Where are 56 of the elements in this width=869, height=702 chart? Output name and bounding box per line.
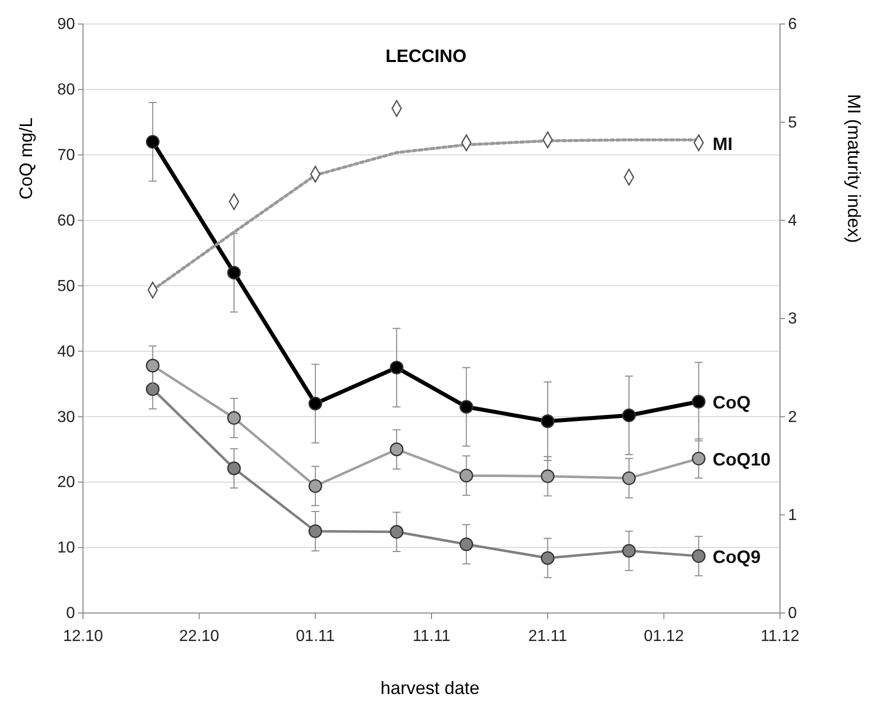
point bbox=[390, 442, 404, 456]
y2-tick-label: 6 bbox=[788, 16, 797, 34]
point bbox=[146, 134, 160, 149]
point bbox=[227, 411, 241, 425]
y2-tick-label: 3 bbox=[788, 310, 797, 328]
y-tick-label: 50 bbox=[57, 278, 76, 295]
point bbox=[622, 408, 636, 422]
y-tick-label: 30 bbox=[57, 408, 76, 426]
y-tick-label: 0 bbox=[66, 605, 76, 622]
series-label: CoQ10 bbox=[712, 450, 771, 470]
y-tick-label: 40 bbox=[57, 343, 76, 360]
x-tick-label: 01.12 bbox=[644, 628, 684, 646]
point bbox=[390, 360, 404, 374]
point bbox=[540, 469, 554, 484]
point bbox=[622, 544, 636, 558]
point bbox=[308, 524, 322, 538]
y2-tick-label: 1 bbox=[788, 506, 797, 524]
y2-tick-label: 0 bbox=[788, 605, 797, 622]
text: LECCINO bbox=[386, 46, 466, 66]
point bbox=[692, 394, 706, 408]
y-tick-label: 60 bbox=[57, 212, 76, 230]
point bbox=[146, 382, 160, 396]
y2-tick-label: 5 bbox=[788, 114, 797, 132]
y-tick-label: 80 bbox=[57, 82, 76, 99]
point bbox=[460, 400, 474, 414]
x-tick-label: 11.11 bbox=[412, 628, 450, 646]
y-tick-label: 70 bbox=[57, 147, 76, 164]
x-axis-title: harvest date bbox=[380, 678, 480, 698]
series-label: MI bbox=[712, 134, 733, 154]
series-label: CoQ9 bbox=[712, 547, 761, 568]
point bbox=[227, 266, 241, 280]
point bbox=[390, 525, 404, 539]
point bbox=[540, 414, 554, 428]
x-tick-label: 12.10 bbox=[62, 628, 104, 646]
point bbox=[460, 537, 474, 552]
point bbox=[460, 468, 474, 482]
point bbox=[540, 551, 554, 565]
point bbox=[622, 471, 636, 485]
y2-tick-label: 2 bbox=[788, 408, 797, 426]
point bbox=[692, 549, 706, 563]
point bbox=[308, 479, 322, 493]
y-tick-label: 90 bbox=[57, 16, 76, 34]
point bbox=[692, 452, 706, 466]
x-tick-label: 22.10 bbox=[179, 628, 220, 646]
x-tick-label: 11.12 bbox=[760, 628, 800, 646]
series-label: CoQ bbox=[712, 392, 751, 413]
point bbox=[308, 396, 322, 410]
y2-tick-label: 4 bbox=[788, 212, 797, 230]
y2-axis-title: MI (maturity index) bbox=[844, 94, 864, 244]
point bbox=[146, 358, 160, 372]
x-tick-label: 21.11 bbox=[528, 628, 568, 646]
y-tick-label: 10 bbox=[57, 540, 76, 557]
x-tick-label: 01.11 bbox=[296, 628, 335, 646]
point bbox=[227, 462, 241, 476]
y-axis-title: CoQ mg/L bbox=[16, 117, 36, 200]
y-tick-label: 20 bbox=[57, 474, 76, 492]
